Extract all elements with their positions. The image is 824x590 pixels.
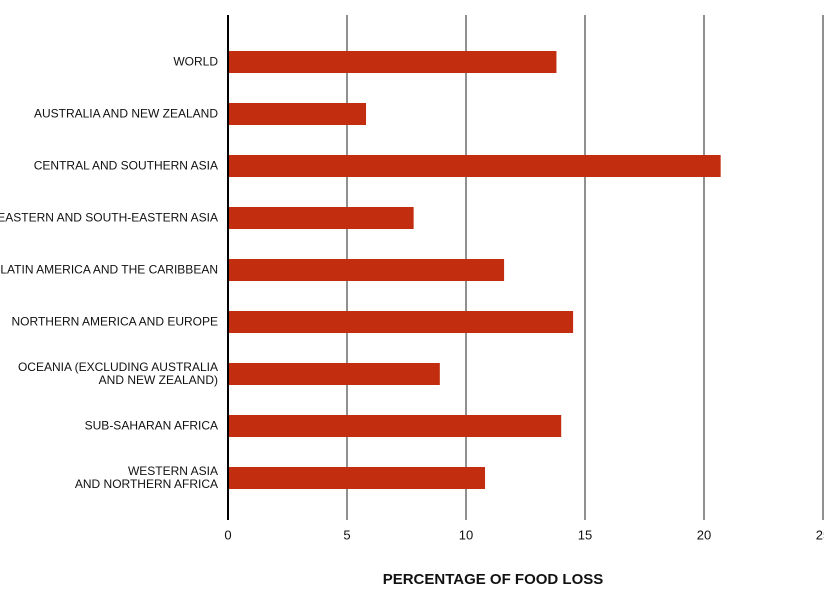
y-tick-label: NORTHERN AMERICA AND EUROPE [11,314,218,329]
bar [228,207,414,229]
x-tick-label: 0 [224,527,231,542]
x-axis-title: PERCENTAGE OF FOOD LOSS [383,571,604,588]
bar [228,415,562,437]
bar [228,51,557,73]
x-tick-label: 5 [343,527,350,542]
y-tick-label: OCEANIA (EXCLUDING AUSTRALIA AND NEW ZEA… [17,360,218,387]
bar [228,155,721,177]
y-tick-label: LATIN AMERICA AND THE CARIBBEAN [0,262,218,277]
x-tick-label: 25 [816,527,824,542]
bar [228,467,486,489]
bar [228,103,367,125]
bar [228,311,574,333]
x-tick-label: 15 [578,527,592,542]
x-tick-label: 20 [697,527,711,542]
y-tick-label: CENTRAL AND SOUTHERN ASIA [33,158,218,173]
y-tick-label: WORLD [173,54,218,69]
y-tick-label: SUB-SAHARAN AFRICA [84,418,218,433]
y-tick-label: WESTERN ASIA AND NORTHERN AFRICA [74,464,218,491]
bar [228,363,440,385]
x-tick-label: 10 [459,527,473,542]
y-tick-label: AUSTRALIA AND NEW ZEALAND [33,106,218,121]
y-tick-label: EASTERN AND SOUTH-EASTERN ASIA [0,210,218,225]
bar [228,259,505,281]
